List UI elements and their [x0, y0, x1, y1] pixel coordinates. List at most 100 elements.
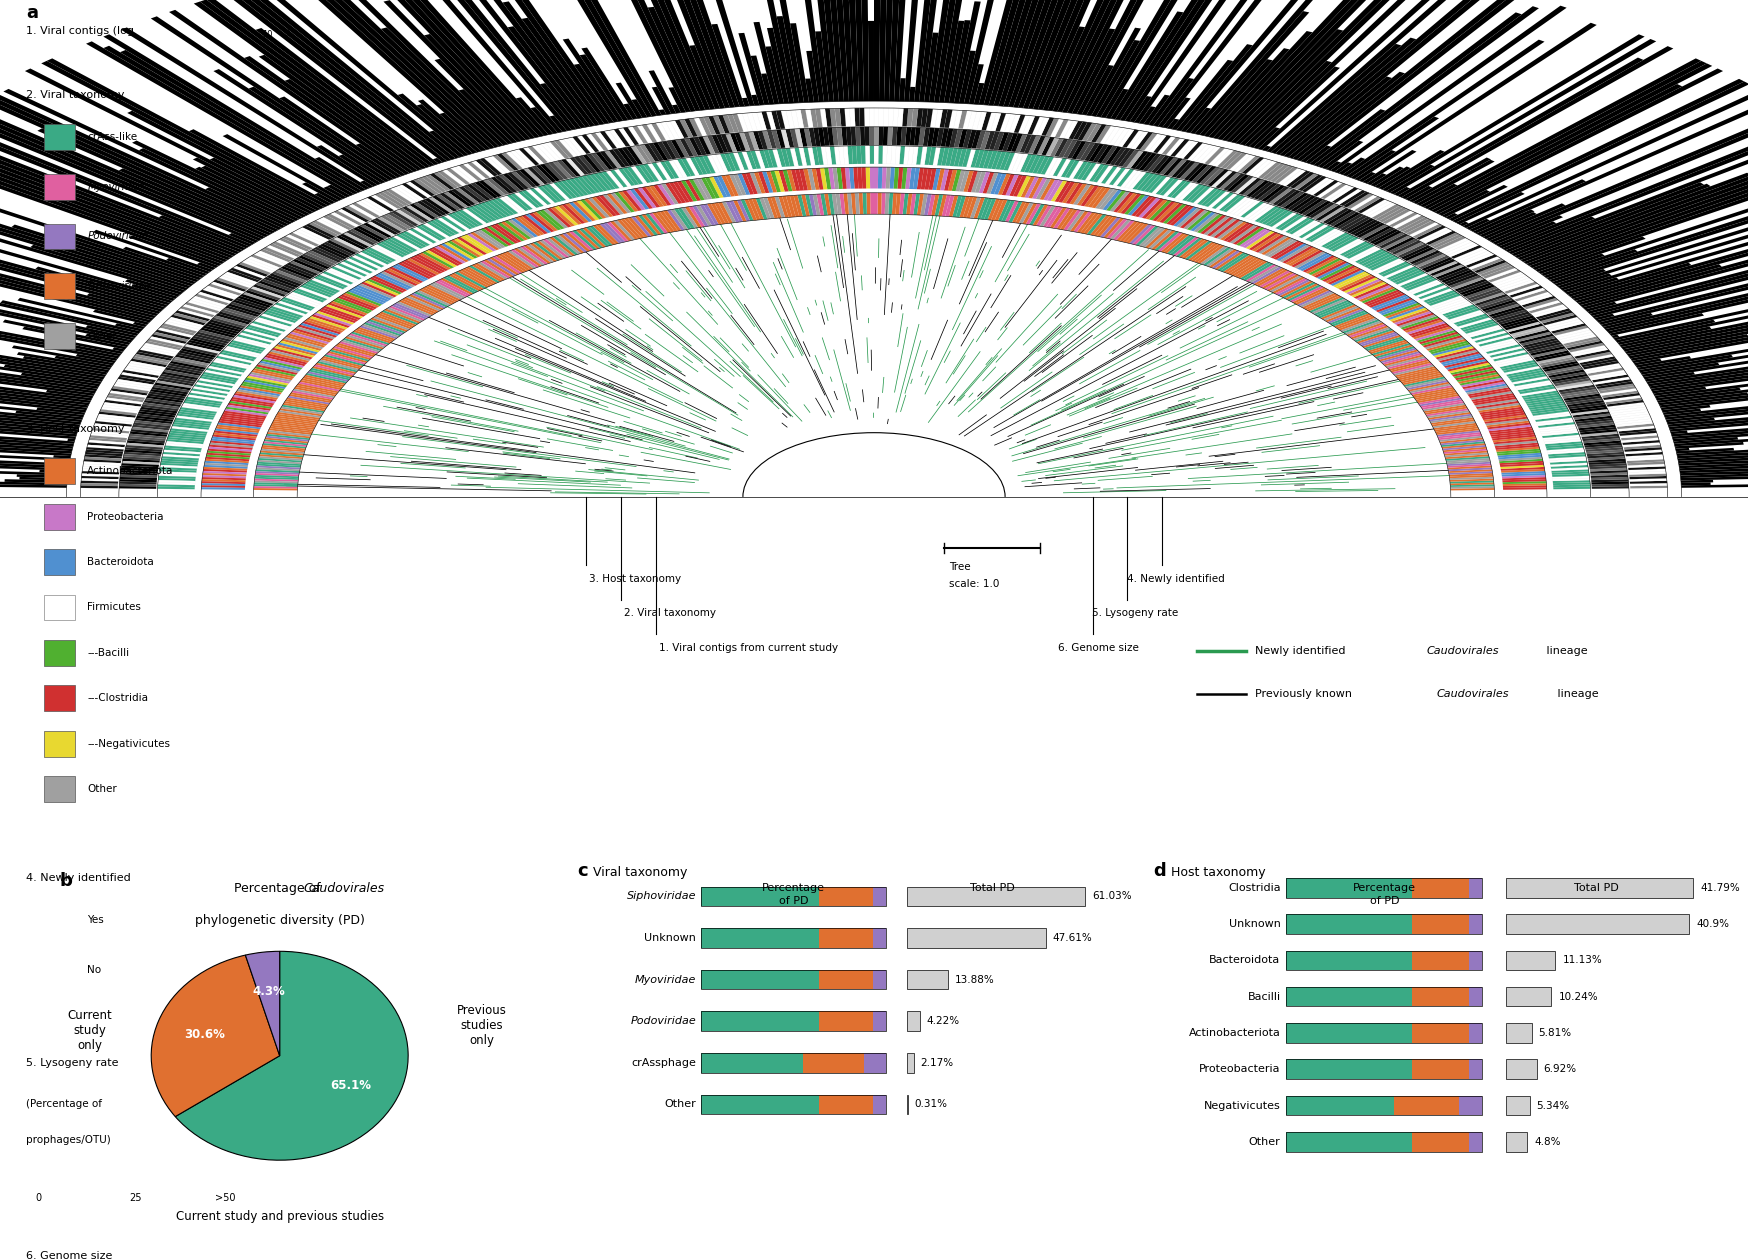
- Wedge shape: [1447, 243, 1479, 257]
- Wedge shape: [514, 248, 542, 267]
- Wedge shape: [1680, 457, 1748, 469]
- Wedge shape: [0, 144, 224, 263]
- Wedge shape: [1474, 333, 1509, 343]
- Wedge shape: [493, 155, 514, 171]
- Wedge shape: [1369, 257, 1400, 271]
- Wedge shape: [879, 127, 883, 145]
- Wedge shape: [1624, 275, 1748, 352]
- Wedge shape: [1175, 161, 1196, 179]
- Wedge shape: [427, 285, 461, 301]
- Wedge shape: [1105, 126, 1120, 145]
- Wedge shape: [227, 403, 271, 411]
- Text: 4. Newly identified: 4. Newly identified: [26, 873, 131, 883]
- Text: scale: 1.0: scale: 1.0: [949, 578, 1000, 588]
- Wedge shape: [1428, 340, 1468, 353]
- Wedge shape: [1037, 205, 1052, 226]
- Wedge shape: [998, 200, 1010, 222]
- Wedge shape: [217, 354, 253, 363]
- Wedge shape: [343, 292, 379, 307]
- Wedge shape: [86, 450, 122, 454]
- Wedge shape: [521, 18, 605, 125]
- Bar: [1287, 987, 1412, 1007]
- Wedge shape: [1280, 192, 1304, 208]
- Wedge shape: [425, 175, 451, 192]
- Wedge shape: [1234, 199, 1257, 215]
- Bar: [1468, 1060, 1482, 1079]
- Wedge shape: [260, 447, 306, 452]
- Wedge shape: [184, 344, 220, 354]
- Wedge shape: [276, 413, 320, 421]
- Wedge shape: [0, 438, 70, 461]
- Text: 5. Lysogeny rate: 5. Lysogeny rate: [26, 1058, 119, 1068]
- Wedge shape: [222, 134, 343, 200]
- Wedge shape: [1446, 273, 1479, 286]
- Wedge shape: [1589, 464, 1626, 467]
- Wedge shape: [933, 147, 940, 165]
- Wedge shape: [156, 330, 191, 340]
- Wedge shape: [946, 147, 954, 166]
- Wedge shape: [1355, 248, 1384, 263]
- Wedge shape: [1447, 461, 1491, 466]
- Wedge shape: [1556, 381, 1592, 388]
- Wedge shape: [231, 399, 273, 407]
- Wedge shape: [1196, 11, 1309, 135]
- Wedge shape: [991, 199, 1003, 220]
- Bar: [1505, 878, 1694, 897]
- Text: phylogenetic diversity (PD): phylogenetic diversity (PD): [194, 915, 365, 927]
- Wedge shape: [1159, 158, 1178, 175]
- Wedge shape: [486, 258, 516, 276]
- Wedge shape: [388, 212, 414, 228]
- Wedge shape: [638, 215, 657, 236]
- Bar: [1287, 1131, 1482, 1152]
- Wedge shape: [685, 207, 701, 228]
- Wedge shape: [1655, 388, 1741, 401]
- Wedge shape: [682, 0, 734, 107]
- Wedge shape: [164, 447, 201, 452]
- Wedge shape: [785, 149, 794, 166]
- Wedge shape: [1617, 423, 1654, 430]
- Wedge shape: [1412, 326, 1453, 339]
- Wedge shape: [1063, 183, 1079, 203]
- Wedge shape: [278, 412, 320, 420]
- Wedge shape: [1489, 428, 1533, 435]
- Wedge shape: [1530, 346, 1566, 355]
- Wedge shape: [1110, 11, 1183, 120]
- Wedge shape: [203, 475, 246, 479]
- Wedge shape: [1550, 461, 1587, 465]
- Wedge shape: [225, 0, 447, 163]
- Wedge shape: [1673, 406, 1748, 438]
- Wedge shape: [212, 318, 246, 329]
- Wedge shape: [608, 130, 626, 147]
- Wedge shape: [1491, 431, 1535, 437]
- Wedge shape: [198, 330, 234, 340]
- Wedge shape: [689, 179, 704, 200]
- Wedge shape: [977, 112, 986, 130]
- Text: Tree: Tree: [949, 562, 970, 572]
- Wedge shape: [171, 315, 206, 325]
- Text: 0.31%: 0.31%: [914, 1100, 947, 1109]
- Wedge shape: [1180, 209, 1204, 228]
- Wedge shape: [1526, 399, 1563, 406]
- Wedge shape: [1082, 66, 1113, 115]
- Wedge shape: [0, 94, 278, 232]
- Wedge shape: [260, 452, 304, 457]
- Text: crAss-like: crAss-like: [87, 132, 138, 142]
- Wedge shape: [545, 238, 572, 257]
- Wedge shape: [1372, 258, 1402, 272]
- Wedge shape: [362, 324, 400, 338]
- Wedge shape: [1447, 467, 1493, 471]
- Wedge shape: [998, 132, 1009, 151]
- Wedge shape: [121, 475, 157, 478]
- Wedge shape: [510, 249, 540, 267]
- Wedge shape: [806, 110, 813, 127]
- Wedge shape: [1183, 142, 1203, 160]
- Wedge shape: [231, 0, 451, 161]
- Wedge shape: [210, 282, 245, 294]
- Wedge shape: [138, 149, 295, 223]
- Wedge shape: [302, 226, 332, 239]
- Wedge shape: [1316, 205, 1342, 220]
- Wedge shape: [266, 310, 299, 321]
- Wedge shape: [549, 116, 566, 132]
- Wedge shape: [1570, 404, 1606, 411]
- Wedge shape: [437, 170, 461, 188]
